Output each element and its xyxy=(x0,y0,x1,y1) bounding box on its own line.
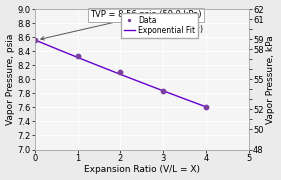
Legend: Data, Exponential Fit: Data, Exponential Fit xyxy=(121,13,198,38)
Point xyxy=(75,55,80,58)
Point xyxy=(161,90,166,93)
Text: TVP = 8.56 psia (59.0 kPa): TVP = 8.56 psia (59.0 kPa) xyxy=(41,10,202,40)
Point xyxy=(204,105,208,108)
Point xyxy=(33,39,37,41)
Y-axis label: Vapor Pressure, kPa: Vapor Pressure, kPa xyxy=(266,35,275,124)
Text: $VP = \alpha e^{(\beta x)}$: $VP = \alpha e^{(\beta x)}$ xyxy=(144,23,204,40)
Y-axis label: Vapor Pressure, psia: Vapor Pressure, psia xyxy=(6,34,15,125)
X-axis label: Expansion Ratio (V/L = X): Expansion Ratio (V/L = X) xyxy=(84,165,200,174)
Point xyxy=(118,71,123,74)
